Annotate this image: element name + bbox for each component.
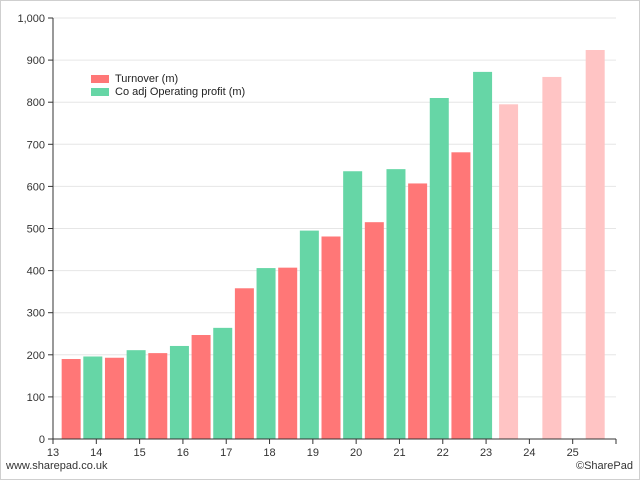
y-tick-label: 500 [27,224,45,236]
x-tick-label: 18 [263,447,275,459]
turnover-bar-forecast [585,49,605,439]
x-tick-label: 16 [177,447,189,459]
turnover-bar-forecast [499,104,519,440]
x-tick-label: 23 [480,447,492,459]
y-tick-label: 600 [27,181,45,193]
x-tick-label: 19 [307,447,319,459]
x-tick-label: 21 [393,447,405,459]
turnover-bar [278,267,298,439]
y-tick-label: 300 [27,308,45,320]
legend-label-turnover: Turnover (m) [115,72,179,85]
operating-profit-bar [429,97,449,440]
turnover-bar-forecast [542,76,562,439]
operating-profit-bar [256,268,276,439]
operating-profit-bar [473,71,493,439]
operating-profit-bar [299,230,319,439]
operating-profit-bar [169,345,189,439]
turnover-bar [61,359,81,439]
x-tick-label: 24 [523,447,535,459]
x-tick-label: 15 [133,447,145,459]
x-tick-label: 17 [220,447,232,459]
legend-item-turnover: Turnover (m) [91,72,245,85]
operating-profit-bar [343,171,363,439]
copyright-credit: ©SharePad [575,460,633,472]
turnover-bar [321,236,341,439]
gridlines [53,17,616,398]
x-tick-label: 13 [47,447,59,459]
legend-swatch-operating-profit [91,87,109,96]
turnover-bar [408,183,428,439]
legend-item-operating-profit: Co adj Operating profit (m) [91,85,245,98]
legend: Turnover (m) Co adj Operating profit (m) [91,72,245,98]
turnover-bar [191,335,211,439]
y-tick-label: 0 [39,434,45,446]
turnover-bar [234,288,254,439]
x-tick-label: 14 [90,447,102,459]
bars [61,49,605,440]
y-tick-label: 700 [27,139,45,151]
legend-swatch-turnover [91,74,109,83]
turnover-bar [364,222,384,439]
turnover-bar [148,353,168,439]
operating-profit-bar [83,356,103,439]
y-tick-label: 200 [27,350,45,362]
x-tick-label: 25 [567,447,579,459]
operating-profit-bar [386,169,406,439]
legend-label-operating-profit: Co adj Operating profit (m) [115,85,246,98]
y-tick-label: 400 [27,266,45,278]
y-tick-label: 100 [27,392,45,404]
axes: 0 100 200 300 400 500 600 700 800 900 1,000 13 14 15 1… [17,13,617,459]
y-tick-label: 1,000 [17,13,45,25]
operating-profit-bar [126,350,146,439]
operating-profit-bar [213,327,233,439]
x-tick-label: 20 [350,447,362,459]
x-tick-label: 22 [437,447,449,459]
y-tick-label: 900 [27,55,45,67]
source-url[interactable]: www.sharepad.co.uk [6,460,108,472]
turnover-bar [104,357,124,439]
turnover-bar [451,152,471,439]
y-tick-label: 800 [27,97,45,109]
